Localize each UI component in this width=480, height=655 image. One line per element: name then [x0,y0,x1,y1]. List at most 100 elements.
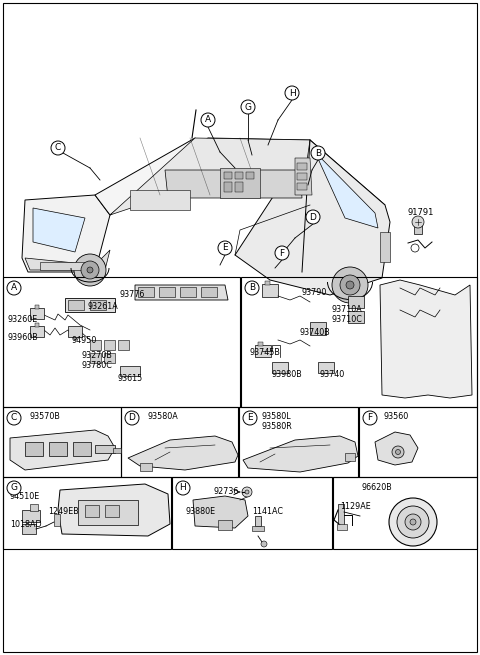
Circle shape [311,146,325,160]
Text: 93710C: 93710C [332,315,363,324]
Text: A: A [11,284,17,293]
Bar [3,407,121,477]
Bar [90,340,101,350]
Circle shape [74,254,106,286]
Bar [359,407,477,477]
Bar [218,520,232,530]
Text: C: C [55,143,61,153]
Circle shape [7,411,21,425]
Text: 93260E: 93260E [7,315,37,324]
Bar [172,477,332,549]
Circle shape [51,141,65,155]
Bar [35,305,39,309]
Bar [310,322,326,335]
Circle shape [405,514,421,530]
Bar [297,163,307,170]
Text: 93580A: 93580A [148,412,179,421]
Polygon shape [10,430,115,470]
Bar [138,287,154,297]
Polygon shape [110,138,310,215]
Text: G: G [11,483,17,493]
Bar [22,510,40,522]
Bar [224,182,232,192]
Circle shape [125,411,139,425]
Circle shape [275,246,289,260]
Bar [201,287,217,297]
Bar [3,477,171,549]
Circle shape [389,498,437,546]
Bar [68,326,82,337]
Circle shape [412,216,424,228]
Circle shape [176,481,190,495]
Text: 93776: 93776 [120,290,145,299]
Bar [22,524,36,534]
Polygon shape [25,250,110,270]
Text: 91791: 91791 [407,208,433,217]
Circle shape [363,411,377,425]
Text: 93570B: 93570B [30,412,61,421]
Bar [265,281,270,285]
Text: D: D [129,413,135,422]
Bar [338,504,344,526]
Bar [3,277,240,407]
Text: A: A [205,115,211,124]
Bar [258,342,263,346]
Text: 93790: 93790 [302,288,327,297]
Bar [235,182,243,192]
Bar [113,448,121,453]
Bar [348,311,364,323]
Bar [90,353,101,363]
Text: H: H [288,88,295,98]
Circle shape [285,86,299,100]
Circle shape [245,281,259,295]
Text: 94510E: 94510E [10,492,40,501]
Bar [380,232,390,262]
Circle shape [340,275,360,295]
Text: E: E [247,413,253,422]
Bar [120,366,140,376]
Bar [105,505,119,517]
Circle shape [87,267,93,273]
Polygon shape [165,170,302,198]
Bar [345,453,355,461]
Polygon shape [128,436,238,470]
Circle shape [242,487,252,497]
Circle shape [7,481,21,495]
Bar [30,504,38,511]
Bar [30,326,44,337]
Circle shape [410,519,416,525]
Polygon shape [33,208,85,252]
Text: 93745B: 93745B [249,348,280,357]
Bar [255,345,271,357]
Text: 93270B: 93270B [82,351,113,360]
Text: 1249EB: 1249EB [48,507,79,516]
Text: F: F [279,248,285,257]
Bar [65,298,115,312]
Text: G: G [244,102,252,111]
Bar [224,172,232,179]
Polygon shape [375,432,418,465]
Circle shape [396,449,400,455]
Text: 96620B: 96620B [362,483,393,492]
Circle shape [261,541,267,547]
Bar [35,323,39,327]
Text: E: E [222,244,228,252]
Polygon shape [380,280,472,398]
Bar [85,505,99,517]
Bar [49,442,67,456]
Bar [241,277,477,407]
Polygon shape [295,158,312,195]
Bar [318,362,334,373]
Text: 1129AE: 1129AE [340,502,371,511]
Bar [297,183,307,190]
Polygon shape [315,152,378,228]
Text: 93740: 93740 [320,370,345,379]
Bar [104,353,115,363]
Bar [130,190,190,210]
Polygon shape [58,484,170,536]
Circle shape [306,210,320,224]
Text: 1141AC: 1141AC [252,507,283,516]
Polygon shape [235,140,390,295]
Circle shape [245,490,249,494]
Text: H: H [180,483,186,493]
